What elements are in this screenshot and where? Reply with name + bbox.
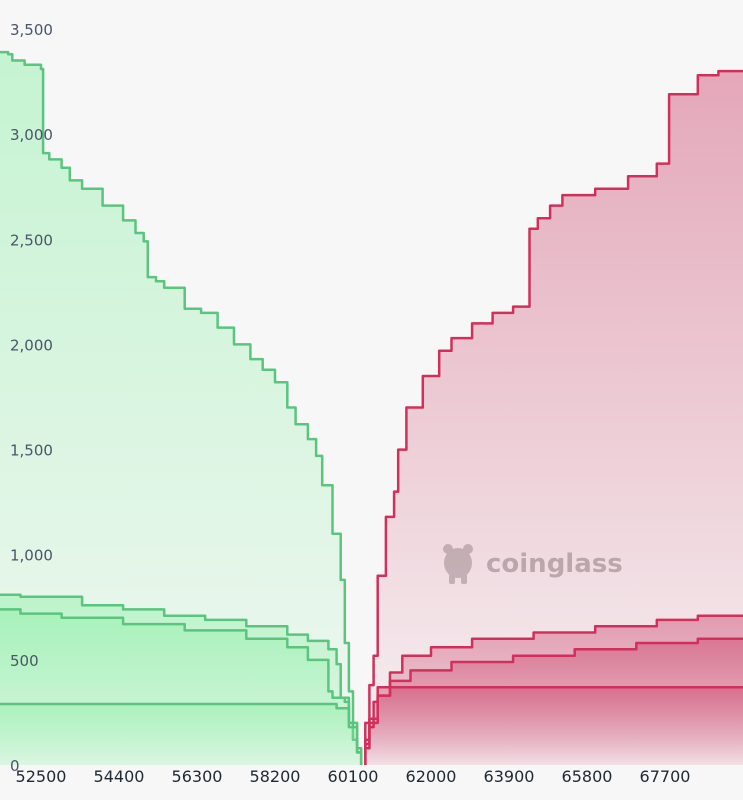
short-liquidation-area-7 [365, 687, 743, 765]
x-axis: 52500 54400 56300 58200 60100 62000 63900 65800… [16, 767, 691, 786]
series-layer [0, 50, 743, 766]
long-liquidation-line-0 [0, 50, 363, 765]
y-tick-label: 500 [10, 652, 39, 670]
x-tick-label: 67700 [640, 767, 691, 786]
x-tick-label: 56300 [172, 767, 223, 786]
x-tick-label: 60100 [328, 767, 379, 786]
y-axis: 0 500 1,000 1,500 2,000 2,500 3,000 3,500 [10, 21, 53, 775]
x-tick-label: 58200 [250, 767, 301, 786]
x-tick-label: 54400 [94, 767, 145, 786]
long-liquidation-line-3 [0, 702, 363, 765]
x-tick-label: 62000 [406, 767, 457, 786]
x-tick-label: 63900 [484, 767, 535, 786]
y-tick-label: 2,500 [10, 231, 53, 249]
short-liquidation-area-4 [365, 71, 743, 766]
y-tick-label: 0 [10, 757, 20, 775]
y-tick-label: 3,000 [10, 126, 53, 144]
y-tick-label: 2,000 [10, 336, 53, 354]
y-tick-label: 3,500 [10, 21, 53, 39]
short-liquidation-line-6 [364, 637, 743, 765]
x-tick-label: 65800 [562, 767, 613, 786]
y-tick-label: 1,000 [10, 547, 53, 565]
short-liquidation-line-7 [364, 685, 743, 765]
long-liquidation-area-0 [0, 52, 362, 766]
long-liquidation-area-3 [0, 704, 362, 765]
x-tick-label: 52500 [16, 767, 67, 786]
y-tick-label: 1,500 [10, 442, 53, 460]
short-liquidation-line-4 [364, 69, 743, 765]
